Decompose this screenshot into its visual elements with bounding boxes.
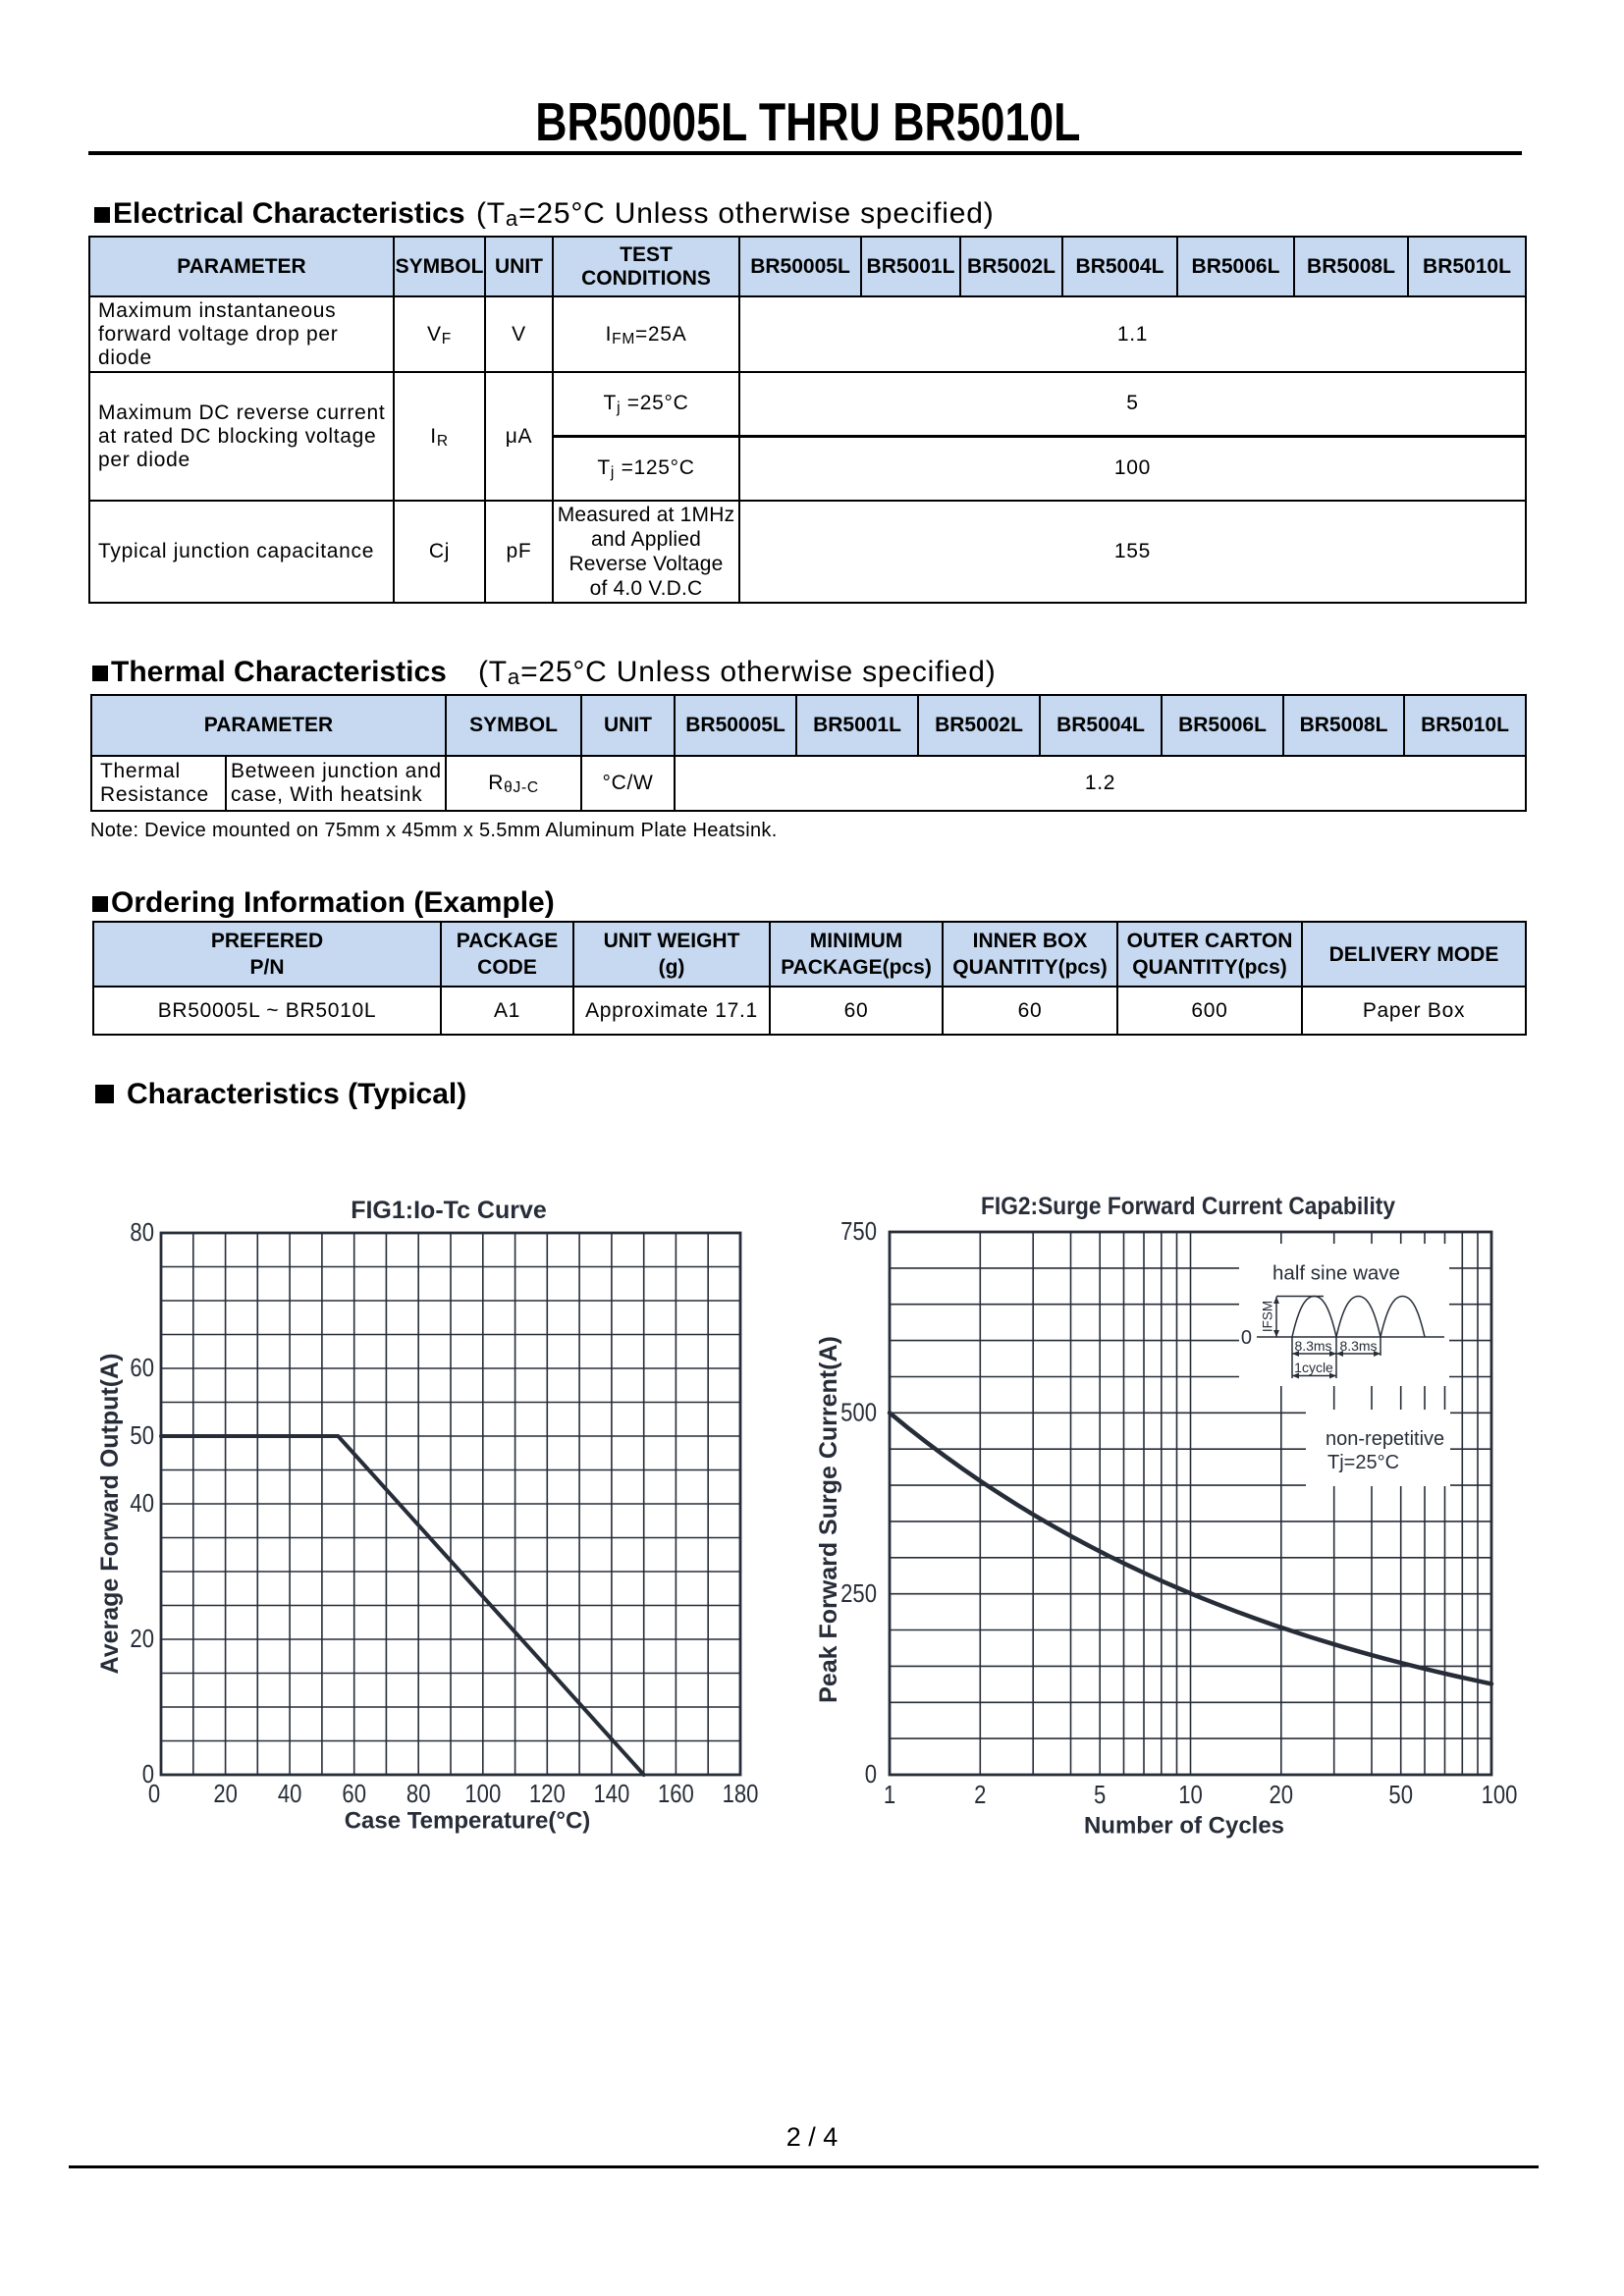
svg-text:0: 0 [865,1760,877,1789]
svg-text:non-repetitive: non-repetitive [1326,1428,1444,1450]
svg-text:100: 100 [1482,1781,1518,1809]
svg-text:0: 0 [142,1760,154,1789]
svg-text:80: 80 [406,1780,431,1808]
svg-text:half sine wave: half sine wave [1272,1262,1400,1285]
svg-text:60: 60 [130,1354,154,1382]
svg-text:500: 500 [840,1399,877,1427]
svg-text:20: 20 [213,1780,238,1808]
svg-text:0: 0 [148,1780,160,1808]
svg-text:1cycle: 1cycle [1294,1360,1333,1375]
svg-text:Case Temperature(°C): Case Temperature(°C) [345,1808,591,1835]
svg-text:0: 0 [1241,1327,1252,1349]
svg-text:50: 50 [130,1421,154,1450]
svg-text:80: 80 [130,1218,154,1247]
svg-text:IFSM: IFSM [1261,1301,1275,1332]
svg-text:Average Forward Output(A): Average Forward Output(A) [96,1354,124,1675]
svg-text:40: 40 [278,1780,302,1808]
svg-text:1: 1 [884,1781,895,1809]
svg-text:180: 180 [723,1780,759,1808]
svg-text:10: 10 [1178,1781,1203,1809]
svg-text:20: 20 [130,1625,154,1653]
svg-text:20: 20 [1270,1781,1294,1809]
svg-text:Peak Forward Surge Current(A): Peak Forward Surge Current(A) [815,1336,842,1703]
svg-text:8.3ms: 8.3ms [1339,1338,1377,1354]
svg-text:Number of Cycles: Number of Cycles [1084,1813,1284,1840]
svg-text:5: 5 [1094,1781,1106,1809]
svg-text:120: 120 [529,1780,566,1808]
svg-text:160: 160 [658,1780,694,1808]
svg-text:FIG1:Io-Tc Curve: FIG1:Io-Tc Curve [351,1197,547,1224]
svg-text:FIG2:Surge Forward Current Cap: FIG2:Surge Forward Current Capability [981,1193,1396,1220]
svg-text:40: 40 [130,1489,154,1518]
svg-text:2: 2 [974,1781,986,1809]
svg-text:250: 250 [840,1579,877,1608]
svg-text:50: 50 [1388,1781,1413,1809]
svg-text:8.3ms: 8.3ms [1294,1338,1331,1354]
svg-text:140: 140 [593,1780,629,1808]
svg-text:100: 100 [464,1780,501,1808]
svg-text:Tj=25°C: Tj=25°C [1327,1452,1399,1473]
svg-text:750: 750 [840,1217,877,1246]
svg-text:60: 60 [342,1780,366,1808]
